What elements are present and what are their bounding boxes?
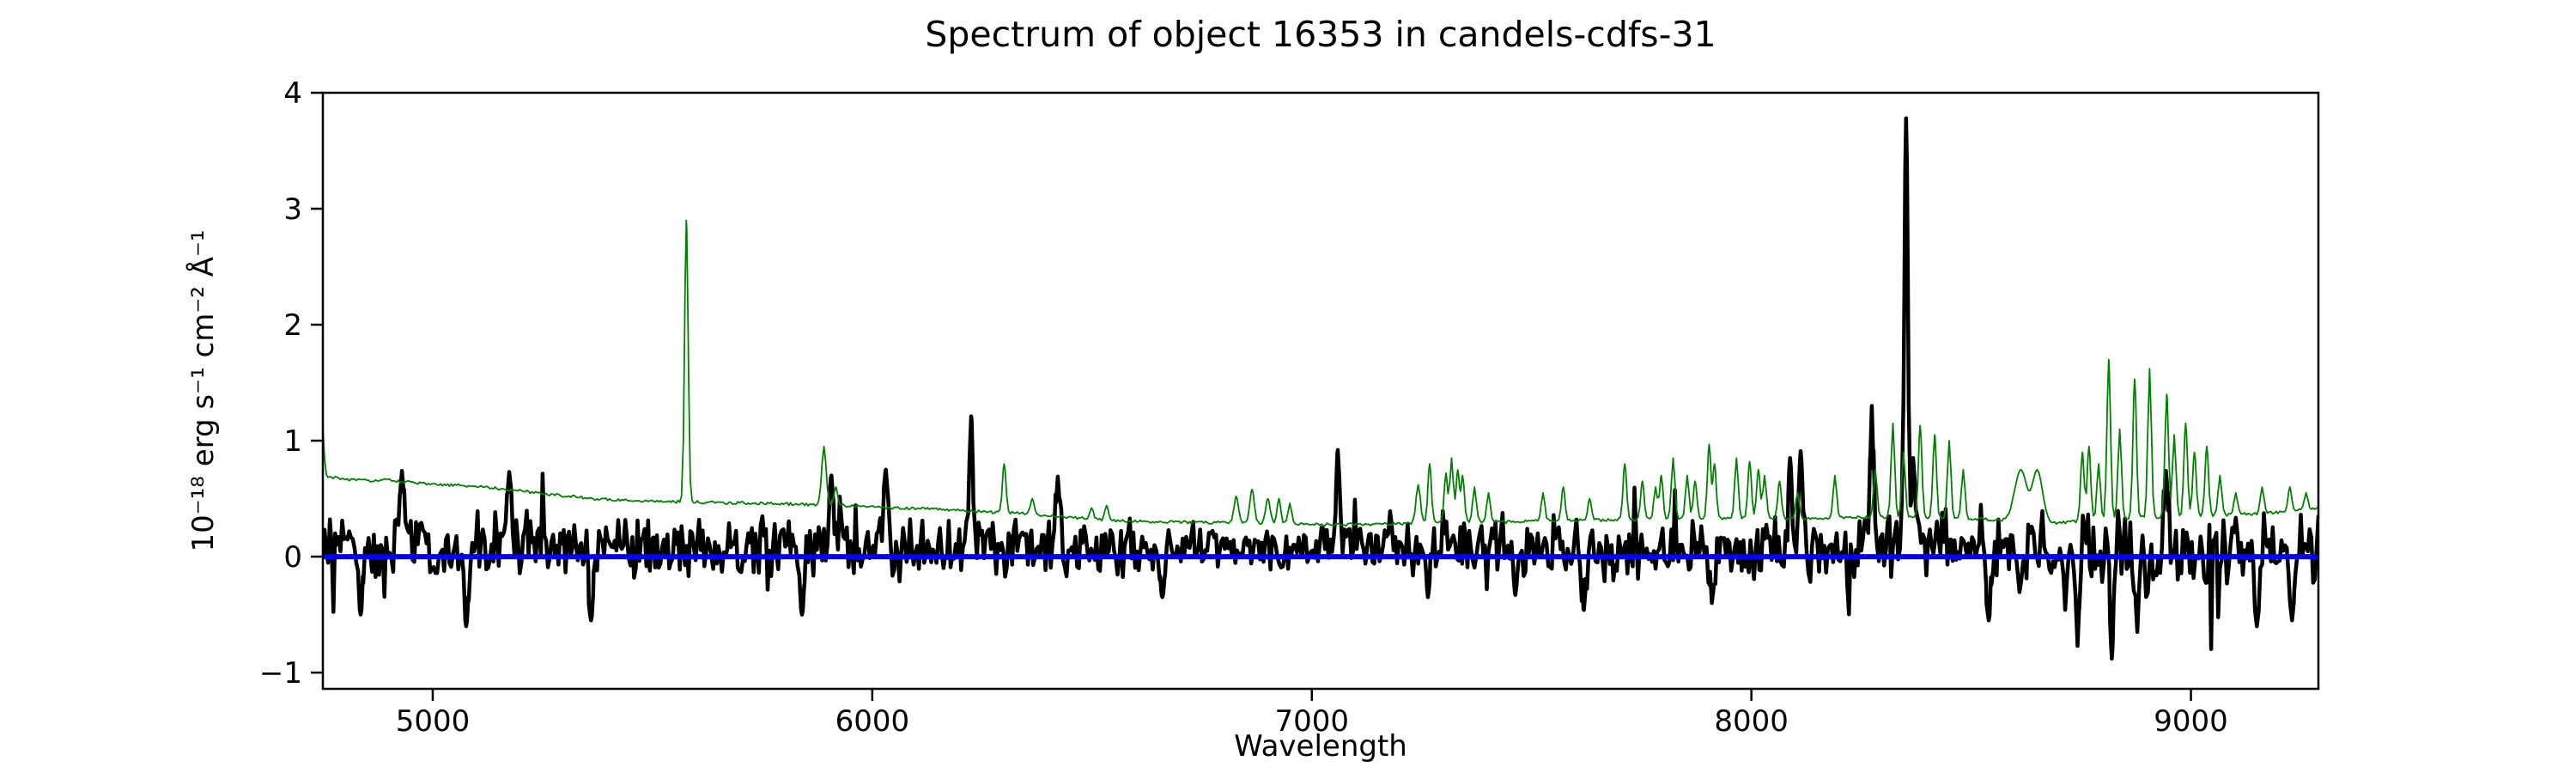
x-tick-label: 5000 <box>396 704 471 739</box>
y-tick-label: 0 <box>283 540 302 575</box>
x-axis-label: Wavelength <box>1234 729 1407 764</box>
axes-spines <box>321 91 2320 691</box>
y-tick-label: 1 <box>283 424 302 459</box>
x-tick-label: 8000 <box>1714 704 1789 739</box>
y-axis-label: 10⁻¹⁸ erg s⁻¹ cm⁻² Å⁻¹ <box>186 229 221 552</box>
y-tick-label: 3 <box>283 192 302 227</box>
y-tick-label: 2 <box>283 308 302 343</box>
error-series-path <box>323 219 2318 527</box>
y-tick-label: 4 <box>283 76 302 111</box>
x-tick-label: 9000 <box>2154 704 2228 739</box>
x-tick-label: 6000 <box>835 704 910 739</box>
chart-title: Spectrum of object 16353 in candels-cdfs… <box>925 14 1716 55</box>
flux-series-path <box>323 116 2318 661</box>
x-tick-label: 7000 <box>1274 704 1349 739</box>
y-tick-label: −1 <box>259 656 302 691</box>
